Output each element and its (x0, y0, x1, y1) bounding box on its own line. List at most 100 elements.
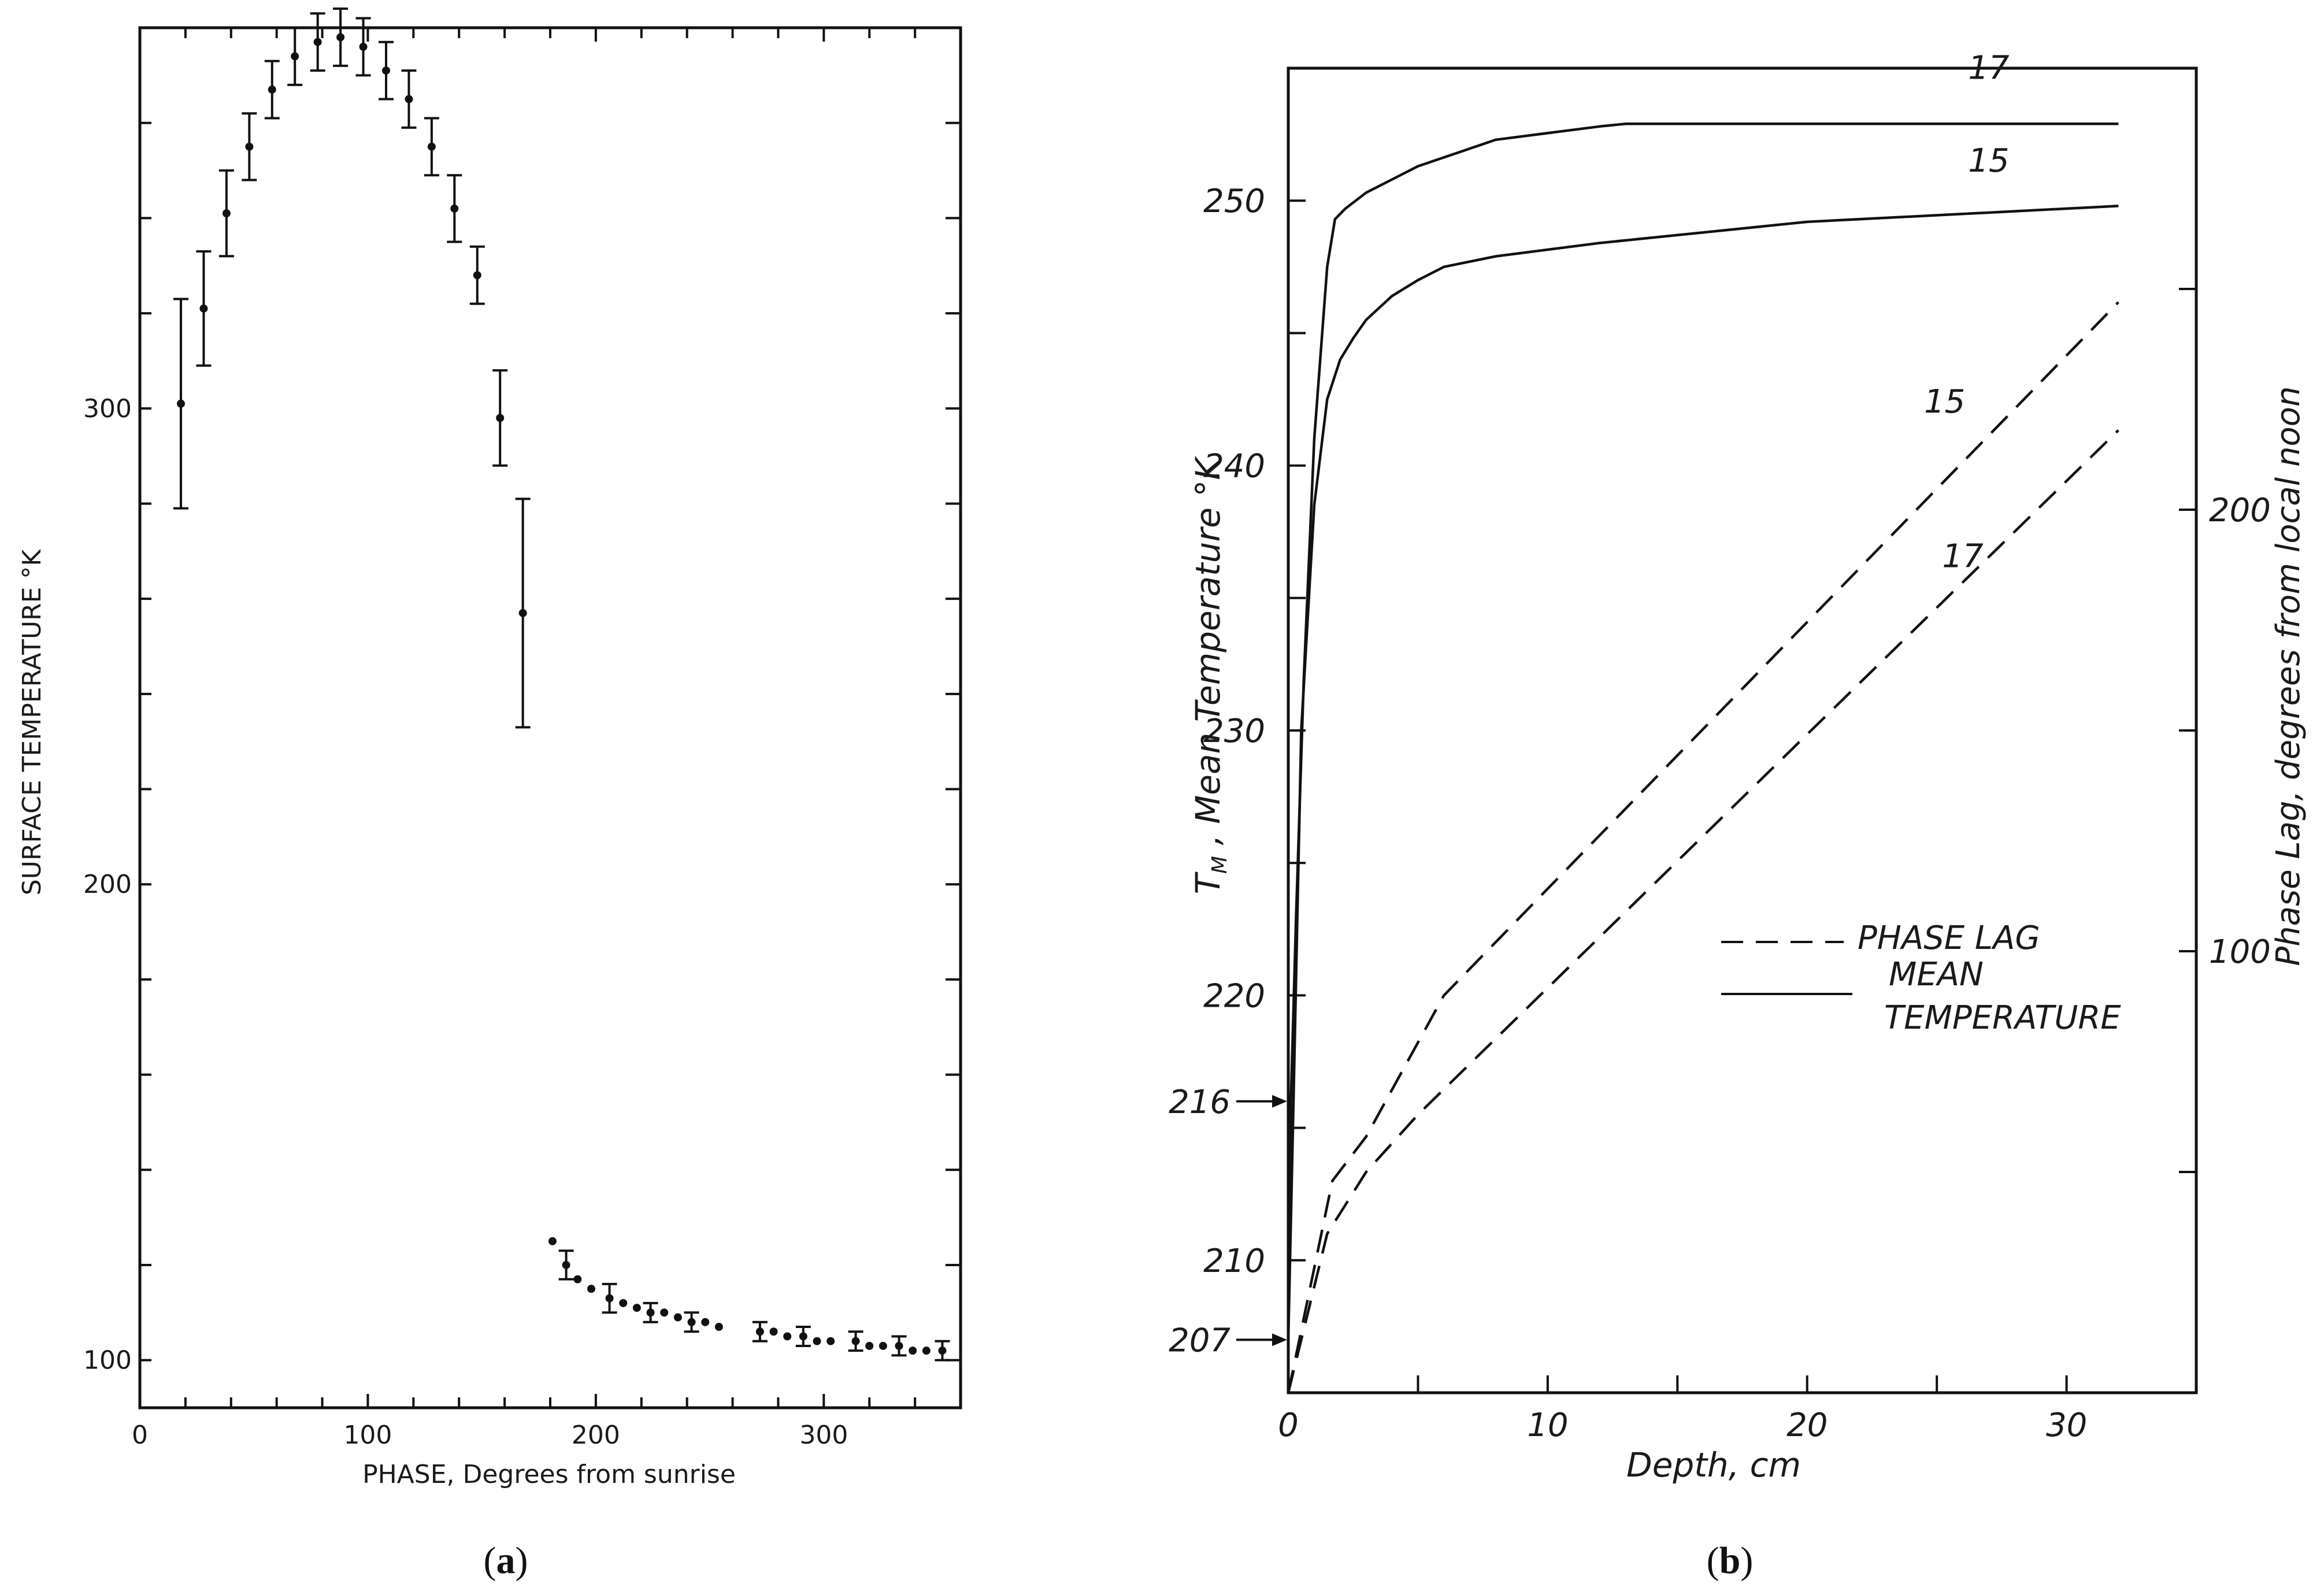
line-label-phase_17: 17 (1942, 537, 1984, 575)
legend-phase-lag-label: PHASE LAG (1858, 919, 2040, 957)
error-bar-point (469, 245, 485, 305)
x-tick-label: 0 (132, 1420, 148, 1450)
chart-b-arrow-marks: 216 207 (1169, 1084, 1287, 1359)
legend-mean-label-line1: MEAN (1889, 956, 1984, 993)
chart-a-ticks (139, 27, 962, 1408)
arrow-mark-216: 216 (1169, 1084, 1287, 1121)
data-point (177, 399, 185, 408)
data-point (336, 33, 345, 42)
data-point (783, 1332, 792, 1341)
data-point (673, 1313, 682, 1322)
data-point (587, 1285, 595, 1293)
error-bar-point (684, 1311, 699, 1333)
arrow-label: 207 (1169, 1322, 1230, 1359)
y-tick-label: 200 (83, 870, 132, 899)
panel-a-caption: (a) (484, 1540, 528, 1582)
data-point (909, 1347, 917, 1355)
data-point (548, 1237, 557, 1245)
chart-b-x-axis-title: Depth, cm (1626, 1445, 1801, 1485)
data-point (359, 42, 368, 51)
error-bar-point (935, 1340, 950, 1362)
y-tick-label: 250 (1203, 183, 1265, 220)
data-point (701, 1318, 710, 1326)
error-bar-point (401, 69, 417, 129)
chart-a-y-axis-title: SURFACE TEMPERATURE °K (17, 549, 47, 896)
error-bar-point (310, 12, 325, 72)
data-point (769, 1327, 778, 1336)
x-tick-label: 0 (1278, 1407, 1299, 1444)
x-tick-label: 10 (1527, 1407, 1568, 1444)
error-bar-point (264, 60, 280, 120)
data-point (851, 1337, 860, 1345)
chart-b-lines (1287, 123, 2119, 1393)
data-point (496, 414, 505, 422)
error-bar-point (848, 1330, 863, 1352)
data-point (619, 1299, 628, 1307)
chart-a-x-axis-title: PHASE, Degrees from sunrise (362, 1460, 736, 1489)
error-bar-point (287, 27, 303, 86)
chart-a-tick-labels: 0 100 200 300 100 200 300 (83, 394, 848, 1450)
data-point (382, 66, 390, 75)
panel-b-caption: (b) (1707, 1540, 1754, 1582)
data-point (865, 1341, 874, 1350)
data-point (199, 304, 208, 313)
error-bar-point (242, 112, 257, 181)
data-point (313, 38, 322, 46)
error-bar-point (891, 1335, 907, 1357)
error-bar-point (752, 1320, 768, 1342)
data-point (518, 609, 527, 617)
error-bar-point (173, 298, 188, 510)
data-point (826, 1337, 835, 1345)
line-label-mean_17: 17 (1968, 49, 2010, 87)
chart-b: 0 10 20 30 210 220 230 240 250 100 200 216 207 17 15… (1169, 49, 2307, 1485)
x-tick-label: 100 (343, 1420, 392, 1450)
chart-b-right-axis-title: Phase Lag, degrees from local noon (2270, 386, 2307, 966)
x-tick-label: 300 (799, 1420, 848, 1450)
chart-b-ticks (1287, 67, 2197, 1394)
arrow-head (1272, 1333, 1287, 1347)
error-bar-point (558, 1249, 574, 1281)
chart-b-line-labels: 17 15 15 17 (1924, 49, 2010, 575)
y-tick-label: 220 (1203, 977, 1265, 1015)
data-point (473, 271, 481, 280)
error-bar-point (333, 8, 349, 67)
x-tick-label: 200 (572, 1420, 620, 1450)
data-point (879, 1341, 887, 1350)
error-bar-point (795, 1326, 811, 1347)
data-point (562, 1260, 570, 1269)
data-point (245, 142, 254, 151)
data-point (813, 1337, 821, 1345)
y-tick-label: 300 (83, 394, 132, 424)
data-point (291, 52, 299, 61)
error-bar-point (196, 250, 212, 367)
data-point (922, 1347, 931, 1355)
x-tick-label: 30 (2046, 1407, 2087, 1444)
y-tick-label: 210 (1203, 1242, 1265, 1280)
phase-lag-line-17 (1287, 429, 2119, 1393)
error-bar-point (379, 40, 394, 101)
data-point (427, 142, 436, 151)
arrow-head (1272, 1095, 1287, 1108)
y-tick-label: 240 (1203, 448, 1265, 485)
chart-b-legend: PHASE LAG MEAN TEMPERATURE (1721, 919, 2121, 1037)
data-point (632, 1304, 641, 1312)
data-point (938, 1347, 947, 1355)
chart-b-tick-labels: 0 10 20 30 210 220 230 240 250 100 200 (1203, 183, 2271, 1444)
error-bar-point (355, 17, 371, 77)
data-point (646, 1308, 655, 1317)
y-tick-label: 230 (1203, 713, 1265, 750)
y-tick-label: 100 (83, 1346, 132, 1375)
error-bar-point (515, 498, 531, 729)
phase-lag-line-15 (1287, 301, 2119, 1393)
error-bar-point (424, 117, 439, 177)
arrow-mark-207: 207 (1169, 1322, 1287, 1359)
error-bar-point (492, 369, 508, 467)
data-point (755, 1327, 764, 1336)
error-bar-point (218, 169, 234, 258)
chart-a: 0 100 200 300 100 200 300 PHASE, Degrees from … (17, 8, 962, 1489)
chart-a-marks (173, 8, 950, 1362)
data-point (799, 1332, 807, 1341)
error-bar-point (602, 1282, 617, 1314)
data-point (895, 1341, 903, 1350)
